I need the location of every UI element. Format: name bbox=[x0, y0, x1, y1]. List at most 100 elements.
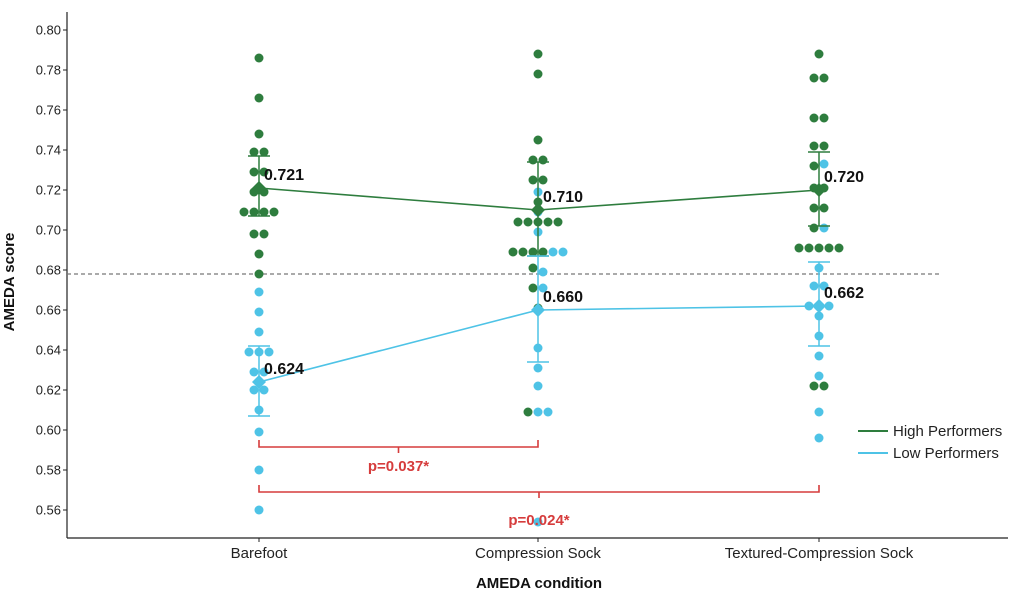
x-tick-label: Textured-Compression Sock bbox=[725, 545, 914, 562]
low-performer-point bbox=[254, 287, 264, 297]
y-tick-label: 0.70 bbox=[36, 223, 61, 238]
high-mean-marker bbox=[531, 203, 545, 217]
high-mean-marker bbox=[252, 181, 266, 195]
high-performer-point bbox=[553, 217, 563, 227]
y-tick-label: 0.58 bbox=[36, 463, 61, 478]
high-performer-point bbox=[249, 167, 259, 177]
y-tick-label: 0.60 bbox=[36, 423, 61, 438]
high-performer-point bbox=[834, 243, 844, 253]
high-performer-point bbox=[523, 407, 533, 417]
low-performer-point bbox=[814, 407, 824, 417]
high-performer-point bbox=[819, 73, 829, 83]
high-performer-point bbox=[809, 113, 819, 123]
y-tick-label: 0.76 bbox=[36, 103, 61, 118]
low-performer-point bbox=[254, 427, 264, 437]
low-performer-point bbox=[814, 351, 824, 361]
significance-bracket bbox=[258, 440, 539, 448]
high-performer-point bbox=[809, 223, 819, 233]
y-tick-label: 0.64 bbox=[36, 343, 61, 358]
low-mean-marker bbox=[531, 303, 545, 317]
legend-label: High Performers bbox=[893, 423, 1002, 440]
low-mean-marker bbox=[812, 299, 826, 313]
low-performer-point bbox=[254, 327, 264, 337]
high-performer-point bbox=[249, 147, 259, 157]
high-performer-point bbox=[538, 247, 548, 257]
high-performer-point bbox=[513, 217, 523, 227]
x-tick-label: Barefoot bbox=[231, 545, 289, 562]
high-performer-point bbox=[528, 263, 538, 273]
comparisons-group: p=0.037* p=0.024* bbox=[258, 440, 820, 529]
high-performer-point bbox=[249, 229, 259, 239]
high-performer-point bbox=[508, 247, 518, 257]
high-performer-point bbox=[819, 141, 829, 151]
low-performer-point bbox=[259, 367, 269, 377]
low-performer-point bbox=[814, 371, 824, 381]
x-axis-title: AMEDA condition bbox=[476, 575, 602, 592]
high-performer-point bbox=[809, 203, 819, 213]
low-mean-label: 0.660 bbox=[543, 289, 583, 306]
high-performer-point bbox=[259, 147, 269, 157]
low-performer-point bbox=[548, 247, 558, 257]
high-performer-point bbox=[809, 161, 819, 171]
high-performer-point bbox=[259, 229, 269, 239]
low-performer-point bbox=[264, 347, 274, 357]
significance-bracket bbox=[258, 485, 820, 493]
high-performer-point bbox=[523, 217, 533, 227]
high-performer-point bbox=[528, 283, 538, 293]
high-performer-point bbox=[538, 175, 548, 185]
low-performer-point bbox=[819, 281, 829, 291]
low-performer-point bbox=[259, 385, 269, 395]
y-tick-label: 0.72 bbox=[36, 183, 61, 198]
high-performer-point bbox=[239, 207, 249, 217]
low-performer-point bbox=[254, 465, 264, 475]
high-performer-point bbox=[809, 141, 819, 151]
high-performer-point bbox=[528, 247, 538, 257]
low-performer-point bbox=[533, 363, 543, 373]
low-performer-point bbox=[824, 301, 834, 311]
high-performer-point bbox=[533, 49, 543, 59]
y-tick-label: 0.80 bbox=[36, 23, 61, 38]
high-performer-point bbox=[819, 203, 829, 213]
data-points bbox=[239, 49, 844, 527]
high-performer-point bbox=[528, 155, 538, 165]
high-performer-point bbox=[814, 49, 824, 59]
high-performer-point bbox=[254, 249, 264, 259]
low-performer-point bbox=[533, 381, 543, 391]
high-performer-point bbox=[259, 167, 269, 177]
low-performer-point bbox=[819, 159, 829, 169]
low-performer-point bbox=[814, 433, 824, 443]
p-value-label: p=0.024* bbox=[508, 512, 569, 529]
p-value-label: p=0.037* bbox=[368, 458, 429, 475]
high-performer-point bbox=[269, 207, 279, 217]
low-performer-point bbox=[254, 505, 264, 515]
high-mean-marker bbox=[812, 183, 826, 197]
low-performer-point bbox=[244, 347, 254, 357]
low-mean-marker bbox=[252, 375, 266, 389]
high-performer-point bbox=[814, 243, 824, 253]
y-tick-label: 0.66 bbox=[36, 303, 61, 318]
high-performer-point bbox=[824, 243, 834, 253]
low-performer-point bbox=[819, 223, 829, 233]
low-performer-point bbox=[538, 283, 548, 293]
y-tick-label: 0.68 bbox=[36, 263, 61, 278]
low-performer-point bbox=[254, 307, 264, 317]
high-mean-label: 0.721 bbox=[264, 167, 304, 184]
legend: High Performers Low Performers bbox=[858, 423, 1002, 462]
high-mean-label: 0.710 bbox=[543, 189, 583, 206]
high-performer-point bbox=[809, 381, 819, 391]
high-performer-point bbox=[528, 175, 538, 185]
high-mean-label: 0.720 bbox=[824, 169, 864, 186]
low-performer-point bbox=[249, 367, 259, 377]
high-performer-point bbox=[254, 269, 264, 279]
high-performer-point bbox=[259, 207, 269, 217]
y-tick-label: 0.74 bbox=[36, 143, 61, 158]
high-performer-point bbox=[819, 113, 829, 123]
y-axis-title: AMEDA score bbox=[1, 233, 18, 332]
low-performer-point bbox=[533, 517, 543, 527]
high-performer-point bbox=[794, 243, 804, 253]
high-performer-point bbox=[543, 217, 553, 227]
high-performer-point bbox=[254, 93, 264, 103]
low-mean-label: 0.624 bbox=[264, 361, 304, 378]
high-performer-point bbox=[804, 243, 814, 253]
